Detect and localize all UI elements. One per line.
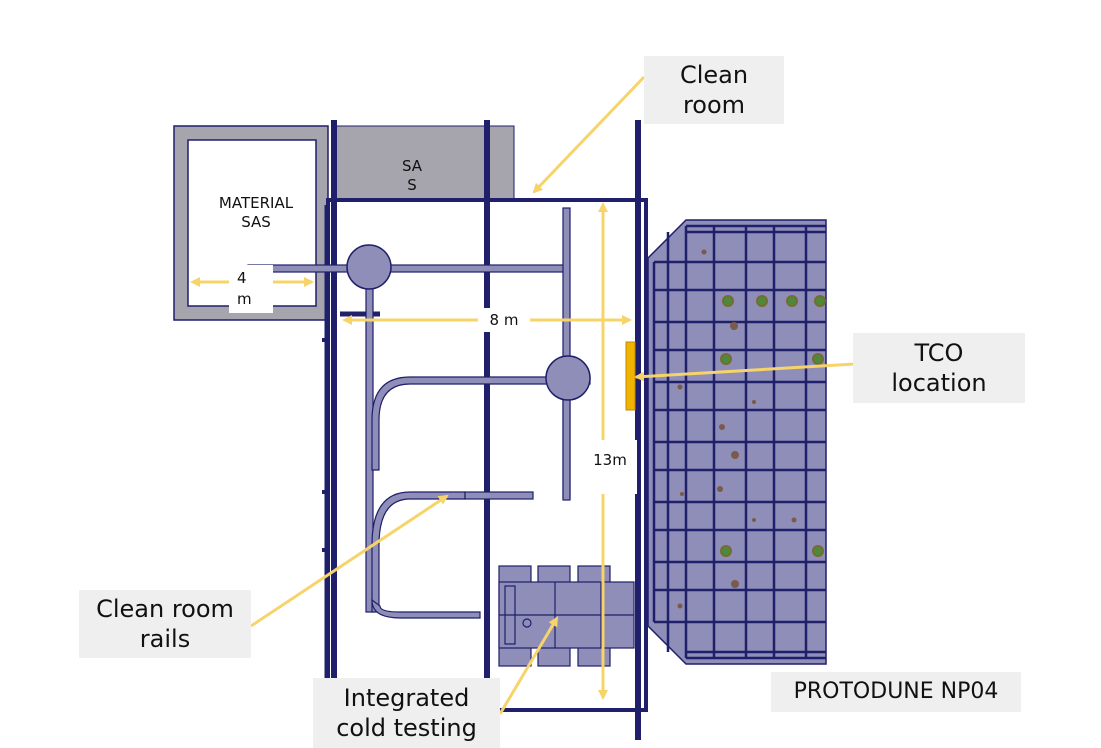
- callout-arrows: [250, 75, 856, 715]
- tco-location-callout: TCO location: [853, 333, 1025, 403]
- clean-room-rails-callout: Clean room rails: [79, 590, 251, 658]
- dim-13m-label: 13m: [583, 440, 637, 494]
- cold-testing-pointer: [498, 616, 559, 715]
- dim-4m-label: 4 m: [229, 265, 273, 313]
- crane-hoists: [346, 244, 591, 401]
- tco-marker: [625, 341, 636, 411]
- clean-room-callout: Clean room: [644, 56, 784, 124]
- tco-pointer: [634, 362, 856, 382]
- clean-room-rails-graphic: [247, 207, 591, 619]
- integrated-cold-testing-callout: Integrated cold testing: [313, 678, 500, 748]
- sas-label: SA S: [401, 157, 423, 194]
- rails-pointer: [250, 494, 449, 628]
- protodune-label: PROTODUNE NP04: [771, 672, 1021, 712]
- protodune-cryostat: [647, 219, 827, 665]
- dim-8m-label: 8 m: [478, 308, 530, 332]
- clean-room-frame: [322, 120, 648, 740]
- material-sas-label: MATERIAL SAS: [218, 194, 294, 231]
- clean-room-pointer: [532, 75, 646, 194]
- cold-testing-box: [498, 565, 635, 667]
